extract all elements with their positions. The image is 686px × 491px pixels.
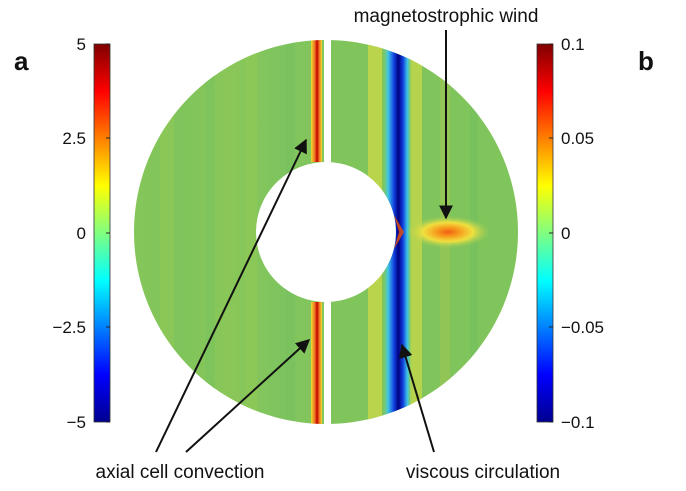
left-tick-1: 2.5	[62, 129, 86, 148]
panel-b-label: b	[638, 46, 654, 76]
left-tick-0: 5	[77, 35, 86, 54]
annotation-arrows	[155, 30, 453, 453]
magnetostrophic-wind-blob	[406, 216, 490, 248]
right-tick-3: −0.05	[561, 318, 604, 337]
left-colorbar: 5 2.5 0 −2.5 −5	[52, 35, 111, 432]
axial-cell-convection-label: axial cell convection	[96, 462, 265, 483]
annulus-disc	[133, 40, 518, 424]
right-tick-1: 0.05	[561, 129, 594, 148]
left-tick-3: −2.5	[52, 318, 86, 337]
axial-cell-lower-strip	[311, 302, 322, 424]
viscous-circulation-label: viscous circulation	[406, 462, 560, 483]
panel-a-label: a	[14, 46, 29, 76]
magnetostrophic-wind-label: magnetostrophic wind	[354, 6, 539, 27]
right-tick-0: 0.1	[561, 35, 585, 54]
right-tick-2: 0	[561, 224, 570, 243]
axial-cell-arrow-lower	[185, 339, 311, 453]
axial-cell-arrow-upper	[155, 138, 307, 453]
viscous-circulation-arrow	[398, 343, 435, 453]
axial-cell-upper-strip	[311, 40, 322, 162]
right-tick-4: −0.1	[561, 413, 595, 432]
right-colorbar: 0.1 0.05 0 −0.05 −0.1	[536, 35, 604, 432]
left-half-field	[133, 40, 324, 424]
left-tick-2: 0	[77, 224, 86, 243]
left-tick-4: −5	[67, 413, 86, 432]
right-half-field	[331, 40, 518, 424]
